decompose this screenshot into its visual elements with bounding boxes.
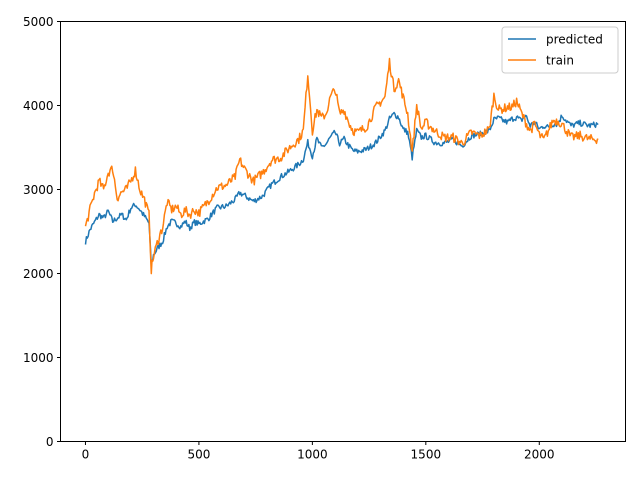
legend: predicted train: [501, 26, 619, 74]
x-tick-label-1000: 1000: [297, 448, 328, 462]
x-tick-label-0: 0: [82, 448, 90, 462]
series-line-predicted: [84, 111, 599, 267]
x-axis: 0 500 1000 1500 2000: [82, 441, 555, 462]
x-tick-label-500: 500: [187, 448, 210, 462]
y-tick-label-2000: 2000: [23, 267, 54, 281]
y-tick-label-0: 0: [46, 435, 54, 449]
series-line-train: [84, 57, 599, 275]
y-tick-label-5000: 5000: [23, 15, 54, 29]
y-tick-label-4000: 4000: [23, 99, 54, 113]
x-tick-label-2000: 2000: [524, 448, 555, 462]
axes-frame: [60, 21, 626, 442]
x-tick-label-1500: 1500: [411, 448, 442, 462]
series-layer: [84, 57, 599, 275]
legend-label-predicted: predicted: [546, 33, 603, 47]
y-tick-label-1000: 1000: [23, 351, 54, 365]
y-tick-label-3000: 3000: [23, 183, 54, 197]
legend-label-train: train: [546, 54, 574, 68]
y-axis: 0 1000 2000 3000 4000 5000: [23, 15, 61, 449]
plot-area: [60, 21, 626, 442]
